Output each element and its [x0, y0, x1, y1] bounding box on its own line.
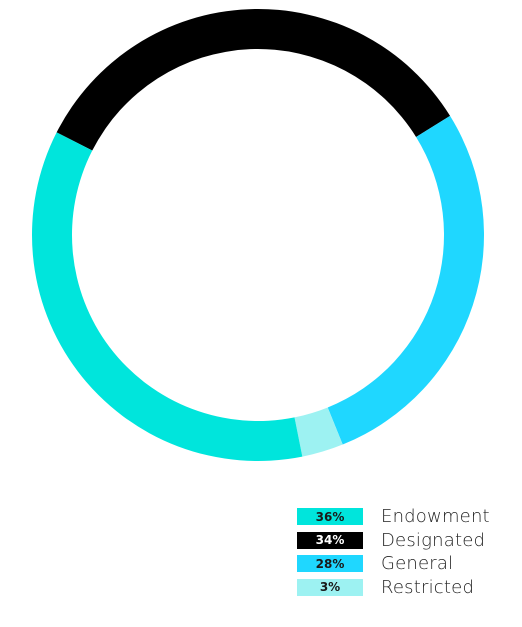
legend-label-designated: Designated	[381, 529, 486, 551]
slice-restricted	[294, 407, 343, 457]
legend-item-restricted: 3% Restricted	[297, 577, 490, 598]
legend-label-endowment: Endowment	[381, 506, 490, 527]
legend-item-designated: 34% Designated	[297, 530, 490, 551]
legend-swatch-designated: 34%	[297, 531, 363, 549]
slice-endowment	[32, 132, 303, 462]
legend-value-designated: 34%	[315, 533, 345, 547]
slice-designated	[56, 8, 451, 151]
legend-item-general: 28% General	[297, 553, 490, 574]
legend-swatch-endowment: 36%	[297, 508, 363, 525]
legend-swatch-restricted: 3%	[297, 578, 363, 596]
legend-value-general: 28%	[315, 556, 345, 571]
legend-item-endowment: 36% Endowment	[297, 506, 490, 527]
legend-value-restricted: 3%	[319, 580, 341, 594]
slice-general	[327, 115, 485, 445]
legend-value-endowment: 36%	[315, 509, 345, 524]
legend-label-restricted: Restricted	[381, 576, 475, 598]
legend-label-general: General	[381, 553, 454, 574]
legend-swatch-general: 28%	[297, 555, 363, 572]
chart-legend: 36% Endowment 34% Designated 28% General…	[297, 506, 490, 600]
